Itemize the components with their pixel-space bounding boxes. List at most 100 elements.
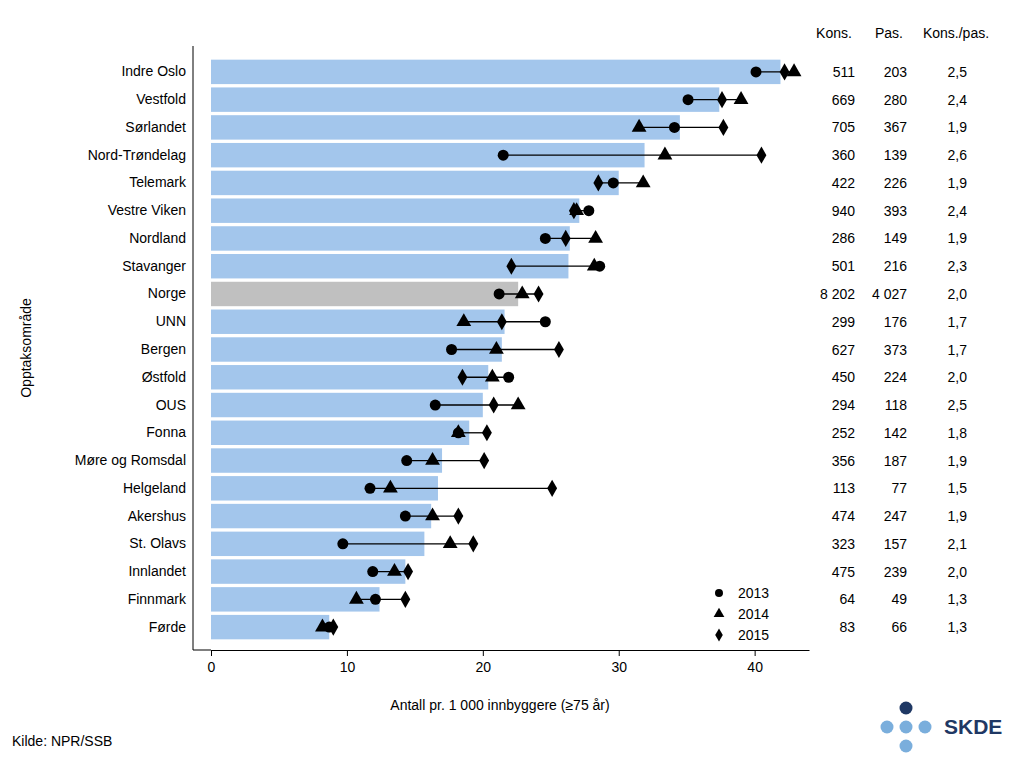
x-tick: 10 — [340, 650, 356, 675]
marker-circle — [400, 511, 411, 522]
marker-diamond — [400, 591, 410, 608]
x-tick-line — [347, 650, 348, 656]
marker-circle — [540, 316, 551, 327]
x-tick-label: 30 — [611, 659, 627, 675]
legend-label: 2013 — [738, 585, 769, 601]
y-tick-label: Telemark — [129, 174, 187, 190]
y-tick: UNN — [156, 313, 193, 329]
table-cell: 8 202 — [820, 286, 855, 302]
legend: 2013 2014 2015 — [714, 585, 770, 643]
table-cell: 1,5 — [948, 480, 968, 496]
marker-diamond — [534, 285, 544, 302]
logo-dot — [900, 721, 913, 734]
table-cell: 2,5 — [948, 397, 968, 413]
table-cell: 49 — [891, 591, 907, 607]
table-cell: 940 — [832, 203, 856, 219]
table-cell: 1,9 — [948, 175, 968, 191]
x-axis-line-extension — [193, 650, 211, 651]
y-tick: Akershus — [128, 508, 193, 524]
bar — [211, 226, 570, 250]
y-tick-label: Møre og Romsdal — [75, 452, 186, 468]
marker-diamond — [468, 535, 478, 552]
marker-diamond — [497, 313, 507, 330]
table-cell: 1,9 — [948, 119, 968, 135]
table-cell: 2,0 — [948, 564, 968, 580]
marker-diamond — [479, 452, 489, 469]
y-tick: Helgeland — [123, 480, 193, 496]
y-tick: St. Olavs — [129, 535, 193, 551]
marker-diamond — [554, 341, 564, 358]
bar — [211, 87, 719, 111]
table-cell: 511 — [833, 64, 856, 80]
y-axis-title: Opptaksområde — [18, 298, 34, 398]
marker-diamond — [506, 258, 516, 275]
bar — [211, 365, 488, 389]
table-cell: 2,0 — [948, 369, 968, 385]
legend-label: 2015 — [738, 627, 769, 643]
table-header: Kons. — [816, 25, 852, 41]
marker-diamond — [718, 119, 728, 136]
y-tick: Norge — [148, 285, 193, 301]
marker-triangle — [636, 174, 651, 187]
logo-dot — [900, 740, 913, 753]
logo-text: SKDE — [944, 715, 1002, 738]
legend-label: 2014 — [738, 606, 769, 622]
marker-diamond — [593, 174, 603, 191]
marker-triangle — [588, 230, 603, 243]
table-cell: 280 — [884, 92, 908, 108]
table-cell: 422 — [832, 175, 856, 191]
table-cell: 2,1 — [948, 536, 968, 552]
y-tick-label: Helgeland — [123, 480, 186, 496]
marker-circle — [608, 177, 619, 188]
marker-triangle — [443, 535, 458, 548]
range-line — [462, 377, 508, 378]
marker-circle — [669, 122, 680, 133]
marker-triangle — [734, 91, 749, 104]
y-tick-label: Nord-Trøndelag — [88, 147, 186, 163]
marker-triangle — [383, 480, 398, 493]
legend-marker — [714, 608, 725, 617]
bar — [211, 448, 442, 472]
bar — [211, 198, 579, 222]
marker-triangle — [587, 258, 602, 271]
marker-diamond — [328, 619, 338, 636]
y-tick: Østfold — [142, 369, 193, 385]
table-cell: 501 — [832, 258, 856, 274]
y-tick-label: Fonna — [146, 424, 186, 440]
table-cell: 247 — [884, 508, 908, 524]
bar — [211, 282, 518, 306]
y-tick-label: St. Olavs — [129, 535, 186, 551]
marker-circle — [683, 94, 694, 105]
marker-diamond — [489, 396, 499, 413]
y-tick: Nordland — [129, 230, 193, 246]
table-cell: 2,5 — [948, 64, 968, 80]
table-cell: 142 — [884, 425, 908, 441]
table-cell: 139 — [884, 147, 908, 163]
marker-diamond — [569, 202, 579, 219]
range-line — [407, 460, 484, 461]
table-cell: 1,7 — [948, 314, 968, 330]
x-tick: 0 — [208, 650, 216, 675]
marker-diamond — [756, 147, 766, 164]
table-header: Pas. — [875, 25, 903, 41]
table-cell: 705 — [832, 119, 856, 135]
legend-marker — [715, 628, 723, 641]
marker-circle — [401, 455, 412, 466]
y-tick: Innlandet — [128, 563, 193, 579]
range-line — [452, 349, 559, 350]
table-cell: 373 — [884, 342, 908, 358]
x-axis-line — [212, 650, 810, 651]
x-tick: 30 — [611, 650, 627, 675]
bar — [211, 310, 505, 334]
x-tick: 40 — [747, 650, 763, 675]
table-cell: 1,8 — [948, 425, 968, 441]
table-cell: 2,4 — [948, 203, 968, 219]
y-tick-label: Innlandet — [128, 563, 186, 579]
y-tick-label: Førde — [149, 619, 187, 635]
y-tick: Fonna — [146, 424, 193, 440]
x-axis-title: Antall pr. 1 000 innbyggere (≥75 år) — [390, 697, 609, 713]
bar — [211, 587, 380, 611]
marker-diamond — [717, 91, 727, 108]
marker-triangle — [425, 508, 440, 521]
bar — [211, 60, 780, 84]
